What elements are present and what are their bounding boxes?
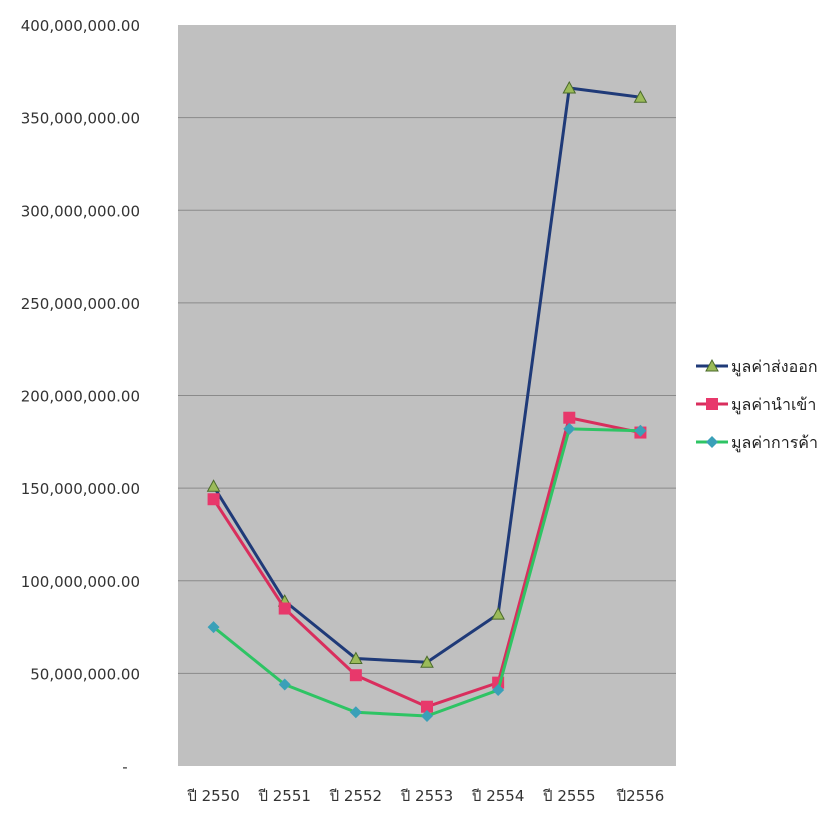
y-tick-label: 400,000,000.00 [21,17,140,35]
data-point-marker [420,655,434,668]
x-tick-label: ปี 2550 [186,787,239,805]
legend-item: มูลค่าการค้า [696,433,818,453]
data-point-marker [278,678,291,691]
y-tick-label: 100,000,000.00 [21,573,140,591]
series-group [206,80,648,722]
legend-label: มูลค่าส่งออก [731,357,818,377]
data-point-marker [562,80,577,94]
data-point-marker [492,684,505,697]
series-3 [207,422,647,722]
y-axis-tick-labels: - 50,000,000.00 100,000,000.00 150,000,000.… [21,17,140,776]
x-tick-label: ปี 2554 [471,787,524,805]
y-tick-label: 50,000,000.00 [30,665,140,683]
data-point-marker [278,602,291,615]
y-tick-label: 350,000,000.00 [21,110,140,128]
x-tick-label: ปี 2555 [542,787,595,805]
data-point-marker [563,422,576,435]
y-tick-label: 300,000,000.00 [21,202,140,220]
legend-label: มูลค่าการค้า [731,433,818,453]
gridlines [178,117,676,674]
y-tick-label: 200,000,000.00 [21,388,140,406]
x-tick-label: ปี 2553 [400,787,453,805]
data-point-marker [421,709,433,722]
y-tick-label: - [122,758,127,776]
data-point-marker [349,669,362,682]
data-point-marker [207,493,220,506]
legend-item: มูลค่านำเข้า [696,395,816,415]
data-point-marker [207,621,220,634]
y-tick-label: 150,000,000.00 [21,480,140,498]
data-point-marker [206,479,221,492]
legend-label: มูลค่านำเข้า [731,395,816,415]
data-point-marker [563,411,576,424]
x-tick-label: ปี 2552 [329,787,382,805]
data-point-marker [491,607,505,620]
legend-marker [705,358,719,372]
y-tick-label: 250,000,000.00 [21,295,140,313]
data-point-marker [634,424,647,437]
x-tick-label: ปี 2551 [258,787,311,805]
legend-marker [706,436,718,448]
legend-marker [706,398,718,410]
data-point-marker [633,90,648,103]
data-point-marker [349,651,363,665]
data-point-marker [421,700,433,713]
x-tick-label: ปี2556 [616,787,665,805]
legend-item: มูลค่าส่งออก [696,357,818,377]
x-axis-tick-labels: ปี 2550 ปี 2551 ปี 2552 ปี 2553 ปี 2554 ปี 25… [186,787,664,805]
data-point-marker [349,706,362,719]
